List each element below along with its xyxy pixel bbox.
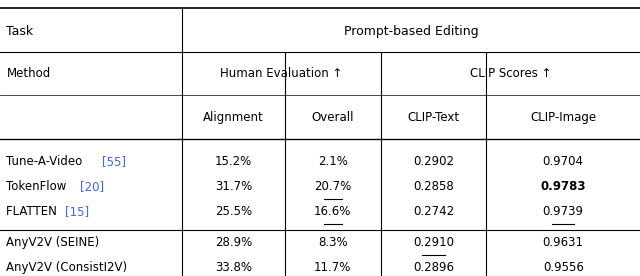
Text: 11.7%: 11.7% <box>314 261 351 274</box>
Text: Tune-A-Video: Tune-A-Video <box>6 155 86 168</box>
Text: 31.7%: 31.7% <box>215 180 252 193</box>
Text: CLIP Scores ↑: CLIP Scores ↑ <box>470 67 551 80</box>
Text: 2.1%: 2.1% <box>318 155 348 168</box>
Text: 0.9739: 0.9739 <box>543 205 584 218</box>
Text: 20.7%: 20.7% <box>314 180 351 193</box>
Text: Method: Method <box>6 67 51 80</box>
Text: 0.9631: 0.9631 <box>543 236 584 250</box>
Text: 15.2%: 15.2% <box>215 155 252 168</box>
Text: 0.9704: 0.9704 <box>543 155 584 168</box>
Text: [55]: [55] <box>102 155 126 168</box>
Text: 0.2858: 0.2858 <box>413 180 454 193</box>
Text: [15]: [15] <box>65 205 90 218</box>
Text: 25.5%: 25.5% <box>215 205 252 218</box>
Text: AnyV2V (SEINE): AnyV2V (SEINE) <box>6 236 100 250</box>
Text: 8.3%: 8.3% <box>318 236 348 250</box>
Text: Alignment: Alignment <box>204 111 264 124</box>
Text: TokenFlow: TokenFlow <box>6 180 70 193</box>
Text: [20]: [20] <box>80 180 104 193</box>
Text: 0.9556: 0.9556 <box>543 261 584 274</box>
Text: 0.2742: 0.2742 <box>413 205 454 218</box>
Text: FLATTEN: FLATTEN <box>6 205 61 218</box>
Text: 16.6%: 16.6% <box>314 205 351 218</box>
Text: 33.8%: 33.8% <box>215 261 252 274</box>
Text: Overall: Overall <box>312 111 354 124</box>
Text: AnyV2V (ConsistI2V): AnyV2V (ConsistI2V) <box>6 261 127 274</box>
Text: 0.9783: 0.9783 <box>540 180 586 193</box>
Text: CLIP-Image: CLIP-Image <box>530 111 596 124</box>
Text: 28.9%: 28.9% <box>215 236 252 250</box>
Text: Human Evaluation ↑: Human Evaluation ↑ <box>220 67 343 80</box>
Text: CLIP-Text: CLIP-Text <box>408 111 460 124</box>
Text: 0.2910: 0.2910 <box>413 236 454 250</box>
Text: 0.2902: 0.2902 <box>413 155 454 168</box>
Text: Task: Task <box>6 25 33 38</box>
Text: 0.2896: 0.2896 <box>413 261 454 274</box>
Text: Prompt-based Editing: Prompt-based Editing <box>344 25 479 38</box>
